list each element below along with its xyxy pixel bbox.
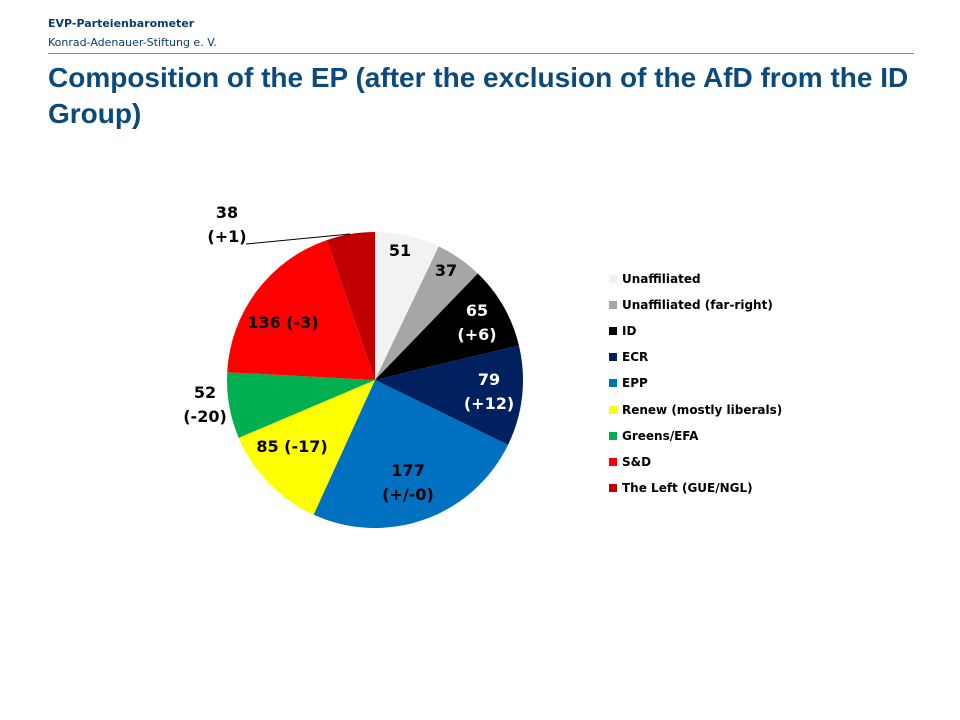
legend-swatch [609, 353, 617, 362]
data-label-3: 79 (+12) [464, 370, 514, 413]
legend-label: Unaffiliated [622, 272, 701, 287]
legend-label: ID [622, 324, 637, 339]
pie-slice-3 [375, 345, 523, 445]
legend-label: Unaffiliated (far-right) [622, 298, 773, 313]
legend-label: Renew (mostly liberals) [622, 402, 783, 417]
legend-item: ECR [609, 344, 782, 370]
pie-slice-4 [313, 380, 509, 528]
legend-label: S&D [622, 454, 652, 469]
data-label-6: 52 (-20) [183, 383, 227, 426]
data-label-0: 51 [389, 241, 411, 260]
org-name: EVP-Parteienbarometer [48, 17, 195, 30]
legend-item: Renew (mostly liberals) [609, 396, 782, 422]
data-label-8: 38 (+1) [207, 203, 246, 246]
legend-item: The Left (GUE/NGL) [609, 475, 782, 501]
pie-slice-6 [227, 372, 375, 438]
data-label-2: 65 (+6) [457, 301, 496, 344]
legend-item: EPP [609, 370, 782, 396]
pie-slice-7 [227, 240, 375, 380]
legend-swatch [609, 275, 617, 284]
pie-slice-1 [375, 246, 478, 380]
legend-item: S&D [609, 449, 782, 475]
legend-item: Unaffiliated (far-right) [609, 292, 782, 318]
data-label-5: 85 (-17) [256, 437, 327, 456]
legend-swatch [609, 431, 617, 440]
legend-swatch [609, 301, 617, 310]
legend-item: Unaffiliated [609, 266, 782, 292]
data-label-4: 177 (+/-0) [382, 461, 434, 504]
legend-swatch [609, 327, 617, 336]
legend-label: ECR [622, 350, 649, 365]
pie-slice-8 [326, 232, 375, 380]
legend-swatch [609, 483, 617, 492]
org-subtitle: Konrad-Adenauer-Stiftung e. V. [48, 36, 217, 49]
data-label-1: 37 [435, 261, 457, 280]
page-title: Composition of the EP (after the exclusi… [48, 62, 909, 129]
data-label-7: 136 (-3) [247, 313, 318, 332]
legend-label: Greens/EFA [622, 428, 699, 443]
legend-label: EPP [622, 376, 648, 391]
legend-item: Greens/EFA [609, 423, 782, 449]
legend-swatch [609, 405, 617, 414]
legend-item: ID [609, 318, 782, 344]
pie-slice-2 [375, 273, 519, 380]
leader-line [245, 233, 351, 245]
chart-legend: Unaffiliated Unaffiliated (far-right) ID EC… [609, 266, 782, 501]
legend-swatch [609, 457, 617, 466]
pie-slice-0 [375, 232, 439, 380]
legend-label: The Left (GUE/NGL) [622, 480, 753, 495]
pie-slice-5 [238, 380, 375, 515]
legend-swatch [609, 379, 617, 388]
header-divider [48, 53, 914, 54]
